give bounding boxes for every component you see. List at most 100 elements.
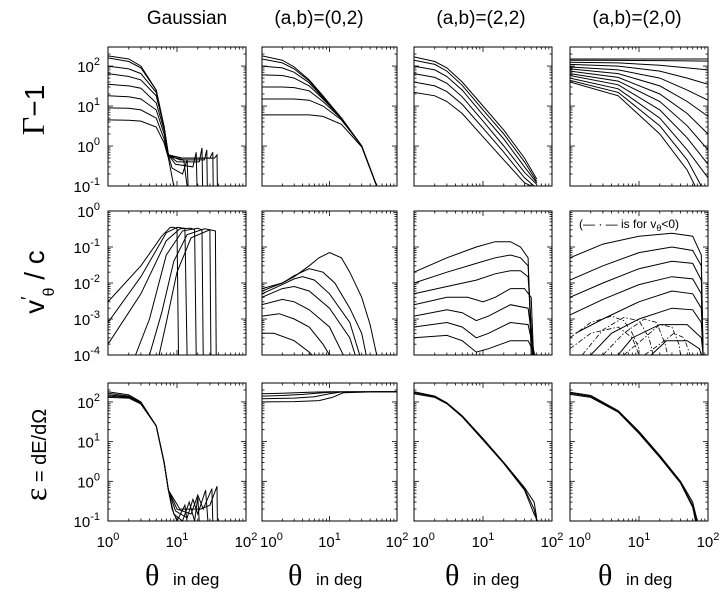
row-label-energy: ε = dE/dΩ	[17, 409, 53, 501]
series-line-bv6	[414, 321, 536, 355]
panel-frame	[107, 210, 247, 356]
series-line-av5	[262, 298, 344, 355]
x-axis-symbol: θ	[445, 559, 459, 592]
series-line-c7	[570, 70, 708, 135]
series-line-be2	[414, 392, 538, 521]
series-line-c11	[570, 79, 702, 186]
series-line-c10	[570, 77, 708, 179]
column-title-a2-b0: (a,b)=(2,0)	[592, 8, 681, 29]
y-tick-label: 102	[77, 56, 100, 76]
series-line-ce2	[570, 392, 697, 521]
x-axis-text: in deg	[316, 570, 362, 589]
x-tick-label: 102	[697, 531, 720, 551]
series-line-cv4	[570, 276, 704, 355]
series-line-ge2	[108, 392, 200, 521]
x-tick-label: 101	[166, 531, 189, 551]
panel-r0-c2	[413, 46, 553, 187]
series-line-g3	[108, 65, 204, 186]
series-line-ae4	[262, 391, 397, 403]
x-axis-symbol: θ	[145, 559, 159, 592]
curves	[108, 226, 217, 355]
annotation-negative-velocity: (— · — is for vθ<0)	[579, 217, 679, 233]
y-tick-label: 100	[77, 471, 100, 491]
curves	[262, 252, 378, 355]
panel-r2-c1: 100 101 102	[260, 382, 408, 551]
series-line-ce1	[570, 391, 698, 521]
series-line-bv1	[414, 241, 532, 355]
column-title-a2-b2: (a,b)=(2,2)	[436, 8, 525, 29]
column-title-gaussian: Gaussian	[147, 8, 227, 29]
series-line-ge5	[108, 396, 218, 521]
y-tick-label: 102	[77, 392, 100, 412]
panel-r0-c3	[569, 46, 709, 187]
panel-r0-c0: 102 101 100 10-1	[74, 46, 247, 196]
series-line-c6	[570, 68, 708, 117]
curves	[570, 58, 708, 186]
series-line-b6	[414, 91, 532, 186]
series-line-a2	[262, 58, 378, 186]
panel-r0-c1	[261, 46, 398, 187]
curves	[570, 391, 698, 521]
series-line-cd6	[570, 326, 640, 355]
panel-r1-c0: 100 10-1 10-2 10-3 10-4	[74, 201, 247, 365]
series-line-av2	[262, 268, 367, 355]
curves	[108, 55, 218, 186]
panel-r1-c2	[413, 210, 553, 356]
y-tick-label: 100	[77, 136, 100, 156]
series-line-gv4	[135, 227, 204, 355]
curves	[108, 391, 218, 521]
x-tick-label: 102	[541, 531, 564, 551]
series-line-cv3	[570, 260, 704, 355]
series-line-av3	[262, 276, 361, 355]
series-line-bv4	[414, 288, 534, 355]
x-axis-symbol: θ	[598, 559, 612, 592]
y-tick-label: 100	[77, 201, 100, 221]
panel-frame	[261, 382, 398, 522]
series-line-bv5	[414, 304, 535, 355]
series-line-gv1	[108, 226, 179, 355]
series-line-av6	[262, 313, 330, 355]
y-tick-label: 10-3	[74, 309, 100, 329]
panel-frame	[569, 46, 709, 187]
series-line-gv2	[108, 226, 188, 355]
x-tick-label: 100	[568, 531, 591, 551]
series-line-c5	[570, 66, 708, 101]
x-tick-label: 100	[97, 531, 120, 551]
x-tick-label: 100	[260, 531, 283, 551]
panel-frame	[569, 210, 709, 356]
x-axis-text: in deg	[473, 570, 519, 589]
panel-frame	[413, 382, 553, 522]
series-line-av4	[262, 285, 356, 355]
series-line-c9	[570, 75, 708, 165]
panel-frame	[261, 46, 398, 187]
series-line-b5	[414, 81, 535, 186]
curves	[414, 56, 538, 186]
series-line-b1	[414, 56, 538, 180]
panel-frame	[107, 382, 247, 522]
series-line-av7	[262, 332, 313, 355]
x-tick-label: 101	[472, 531, 495, 551]
panel-frame	[107, 46, 247, 187]
x-axis-label-col3: θ in deg	[598, 559, 672, 592]
series-line-gv6	[158, 229, 217, 355]
panel-r2-c2: 100 101 102	[412, 382, 564, 551]
x-tick-label: 102	[235, 531, 258, 551]
series-line-a7	[262, 114, 378, 186]
x-axis-text: in deg	[626, 570, 672, 589]
curves	[414, 241, 536, 355]
x-axis-label-col0: θ in deg	[145, 559, 219, 592]
series-line-g2	[108, 57, 198, 186]
series-line-a5	[262, 86, 378, 186]
x-axis-label-col2: θ in deg	[445, 559, 519, 592]
series-line-g7	[108, 107, 188, 186]
panel-r2-c3: 100 101 102	[568, 382, 720, 551]
series-line-g6	[108, 95, 218, 186]
series-line-c8	[570, 73, 708, 151]
panels: 10210110010-110010-110-210-310-410210110…	[74, 46, 720, 551]
series-line-cd4	[623, 324, 681, 355]
series-line-be1	[414, 391, 538, 518]
series-line-a3	[262, 65, 378, 186]
curves	[262, 391, 397, 403]
y-tick-label: 10-1	[74, 237, 100, 257]
series-line-b4	[414, 73, 538, 185]
